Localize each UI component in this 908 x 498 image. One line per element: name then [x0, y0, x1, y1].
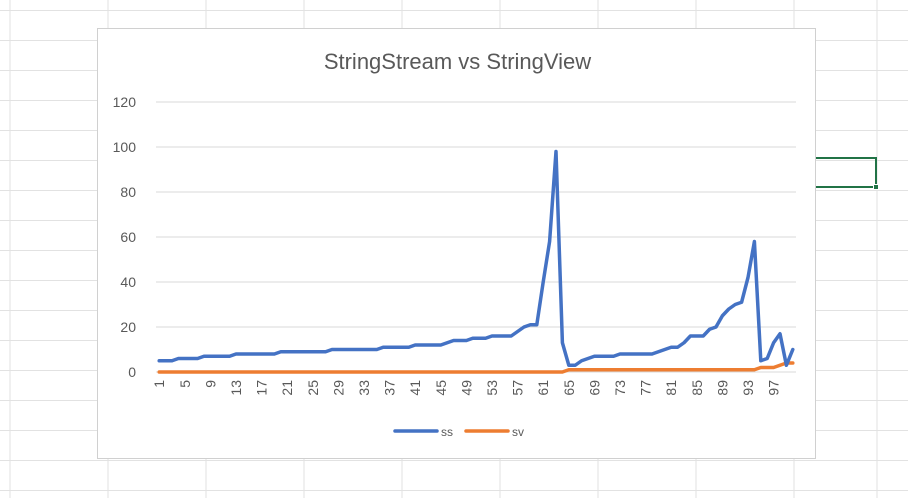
y-tick-label: 80	[120, 184, 136, 200]
x-tick-label: 57	[510, 380, 526, 396]
chart-title: StringStream vs StringView	[324, 49, 591, 74]
y-tick-label: 120	[113, 94, 137, 110]
x-tick-label: 41	[407, 380, 423, 396]
y-tick-label: 100	[113, 139, 137, 155]
series-line-ss[interactable]	[157, 149, 795, 367]
x-tick-label: 29	[330, 380, 346, 396]
series-line-sv[interactable]	[157, 361, 795, 374]
x-tick-label: 89	[714, 380, 730, 396]
x-tick-label: 13	[228, 380, 244, 396]
x-tick-label: 33	[356, 380, 372, 396]
x-tick-label: 69	[586, 380, 602, 396]
x-tick-label: 49	[458, 380, 474, 396]
legend: ss sv	[393, 425, 524, 439]
fill-handle[interactable]	[873, 184, 879, 190]
y-axis-ticks: 0 20 40 60 80 100 120	[113, 94, 137, 380]
x-tick-label: 61	[535, 380, 551, 396]
x-tick-label: 85	[689, 380, 705, 396]
x-tick-label: 45	[433, 380, 449, 396]
selected-cell[interactable]	[816, 157, 877, 188]
x-tick-label: 97	[766, 380, 782, 396]
x-tick-label: 21	[279, 380, 295, 396]
x-tick-label: 65	[561, 380, 577, 396]
x-tick-label: 25	[305, 380, 321, 396]
chart-area[interactable]: StringStream vs StringView 0 20 40 60 80 100 1…	[97, 28, 816, 459]
x-tick-label: 77	[638, 380, 654, 396]
legend-label-sv: sv	[512, 425, 524, 439]
x-tick-label: 17	[254, 380, 270, 396]
x-tick-label: 9	[202, 380, 218, 388]
x-tick-label: 81	[663, 380, 679, 396]
legend-label-ss: ss	[441, 425, 453, 439]
x-tick-label: 93	[740, 380, 756, 396]
y-tick-label: 60	[120, 229, 136, 245]
x-tick-label: 1	[151, 380, 167, 388]
x-tick-label: 73	[612, 380, 628, 396]
x-tick-label: 5	[177, 380, 193, 388]
line-chart: StringStream vs StringView 0 20 40 60 80 100 1…	[113, 49, 796, 439]
y-tick-label: 20	[120, 319, 136, 335]
series-lines	[157, 149, 795, 374]
x-tick-label: 53	[484, 380, 500, 396]
y-tick-label: 0	[128, 364, 136, 380]
x-tick-label: 37	[382, 380, 398, 396]
x-axis-ticks: 1 5 9 13 17 21 25 29 33 37 41 45 49 53 57 61 65 69 73 77 81 8…	[151, 380, 781, 396]
gridlines	[156, 101, 796, 373]
y-tick-label: 40	[120, 274, 136, 290]
